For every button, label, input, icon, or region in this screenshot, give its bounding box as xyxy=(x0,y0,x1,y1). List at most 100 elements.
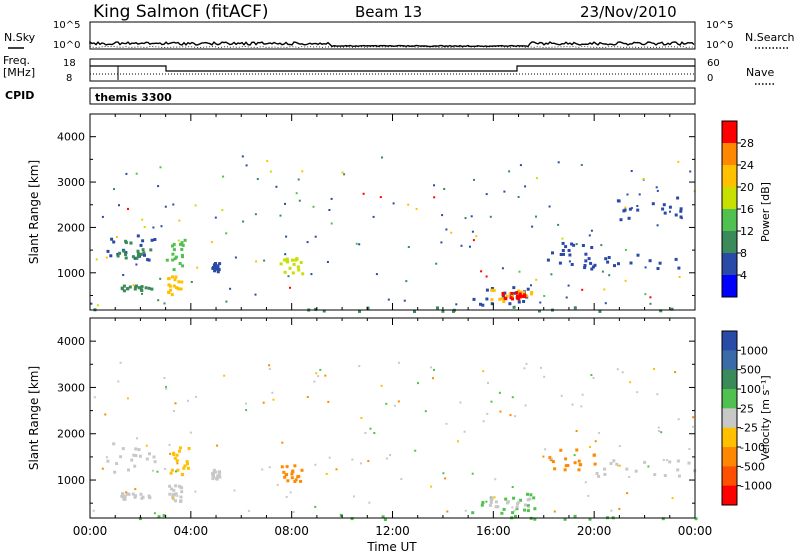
data-point-velocity-0 xyxy=(115,462,119,466)
data-point-velocity-sparse xyxy=(610,509,613,512)
data-point-velocity-5 xyxy=(297,474,301,478)
data-point-power-sparse xyxy=(624,206,627,209)
data-point-velocity-6 xyxy=(515,507,519,511)
data-point-power-sparse xyxy=(535,215,537,218)
data-point-power-7 xyxy=(522,300,526,303)
data-point-velocity-4 xyxy=(211,472,215,475)
data-point-power-sparse xyxy=(503,190,506,193)
data-point-power-6 xyxy=(296,265,300,269)
data-point-power-5 xyxy=(215,266,219,270)
velocity-ylabel: Slant Range [km] xyxy=(27,366,41,470)
data-point-velocity-sparse xyxy=(430,366,433,369)
data-point-power-sparse xyxy=(122,274,125,276)
data-point-power-11 xyxy=(589,261,593,265)
data-point-velocity-1 xyxy=(125,492,129,496)
data-point-velocity-2 xyxy=(181,473,185,477)
data-point-power-sparse xyxy=(630,207,633,210)
nsearch-label: N.Search xyxy=(745,31,795,44)
data-point-power-12 xyxy=(636,208,640,212)
colorbar-segment xyxy=(722,350,737,371)
data-point-velocity-sparse xyxy=(621,371,624,374)
data-point-velocity-3 xyxy=(170,487,174,491)
data-point-power-2 xyxy=(120,286,124,290)
data-point-velocity-sparse xyxy=(511,486,514,488)
data-point-power-11 xyxy=(584,252,588,256)
beam-title: Beam 13 xyxy=(355,3,422,21)
data-point-velocity-sparse xyxy=(360,417,363,419)
data-point-velocity-7 xyxy=(494,505,498,509)
x-tick-label: 12:00 xyxy=(375,524,410,538)
data-point-power-sparse xyxy=(464,217,467,220)
data-point-velocity-sparse xyxy=(262,401,265,404)
data-point-power-sparse xyxy=(269,170,272,173)
data-point-power-sparse xyxy=(141,292,143,295)
data-point-power-sparse xyxy=(656,189,659,192)
data-point-velocity-2 xyxy=(175,459,179,463)
data-point-velocity-8 xyxy=(677,474,681,478)
data-point-power-2 xyxy=(128,285,132,289)
data-point-velocity-sparse xyxy=(151,469,154,472)
data-point-power-sparse xyxy=(372,215,375,218)
data-point-power-sparse xyxy=(152,226,155,229)
data-point-power-2 xyxy=(147,286,151,290)
data-point-velocity-sparse xyxy=(189,431,192,434)
data-point-power-6 xyxy=(295,257,299,261)
data-point-power-10 xyxy=(656,267,660,270)
data-point-power-sparse xyxy=(135,263,138,266)
data-point-power-sparse xyxy=(118,204,120,207)
data-point-velocity-10 xyxy=(381,515,385,519)
data-point-velocity-1 xyxy=(139,492,143,496)
data-point-velocity-7 xyxy=(515,505,519,509)
data-point-power-sparse xyxy=(524,185,527,188)
data-point-power-7 xyxy=(512,286,516,290)
data-point-power-9 xyxy=(518,295,522,299)
data-point-velocity-5 xyxy=(282,470,286,474)
data-point-velocity-sparse xyxy=(589,445,591,448)
data-point-velocity-8 xyxy=(643,460,647,464)
data-point-power-13 xyxy=(413,310,416,313)
data-point-velocity-10 xyxy=(162,514,166,518)
data-point-velocity-4 xyxy=(211,476,215,480)
data-point-velocity-7 xyxy=(490,496,494,500)
data-point-power-sparse xyxy=(279,214,282,217)
power-ylabel: Slant Range [km] xyxy=(27,160,41,264)
data-point-velocity-sparse xyxy=(482,370,485,373)
data-point-velocity-sparse xyxy=(352,495,355,498)
data-point-power-6 xyxy=(299,261,303,264)
velocity-panel: 1000 2000 3000 4000 Slant Range [km] 1000 50… xyxy=(27,317,772,521)
data-point-velocity-sparse xyxy=(165,387,168,390)
colorbar-segment xyxy=(722,275,737,298)
data-point-velocity-sparse xyxy=(176,462,179,465)
colorbar-segment xyxy=(722,253,737,276)
data-point-velocity-sparse xyxy=(692,416,695,419)
data-point-velocity-sparse xyxy=(560,394,563,397)
y-tick-label: 4000 xyxy=(57,131,85,144)
data-point-velocity-sparse xyxy=(482,420,485,423)
data-point-power-6 xyxy=(297,268,301,272)
data-point-power-sparse xyxy=(295,192,298,195)
data-point-velocity-6 xyxy=(471,511,475,515)
data-point-power-13 xyxy=(441,309,445,313)
data-point-power-11 xyxy=(584,259,588,263)
data-point-velocity-sparse xyxy=(657,426,660,429)
data-point-power-3 xyxy=(174,255,178,259)
data-point-power-sparse xyxy=(314,235,317,238)
data-point-power-sparse xyxy=(275,185,278,188)
data-point-power-11 xyxy=(546,258,550,262)
data-point-power-sparse xyxy=(441,214,444,217)
data-point-velocity-9 xyxy=(548,456,552,460)
data-point-velocity-3 xyxy=(174,499,177,503)
data-point-velocity-sparse xyxy=(493,496,496,499)
data-point-velocity-sparse xyxy=(463,430,466,433)
data-point-power-10 xyxy=(583,264,587,267)
data-point-power-3 xyxy=(173,257,177,261)
data-point-power-5 xyxy=(217,268,221,272)
y-tick-label: 1000 xyxy=(57,267,85,280)
data-point-velocity-sparse xyxy=(617,464,619,467)
data-point-power-sparse xyxy=(379,196,382,199)
data-point-velocity-7 xyxy=(523,503,527,507)
data-point-power-13 xyxy=(538,309,541,313)
data-point-power-6 xyxy=(283,270,287,274)
data-point-power-11 xyxy=(551,251,554,255)
data-point-velocity-sparse xyxy=(660,431,663,434)
